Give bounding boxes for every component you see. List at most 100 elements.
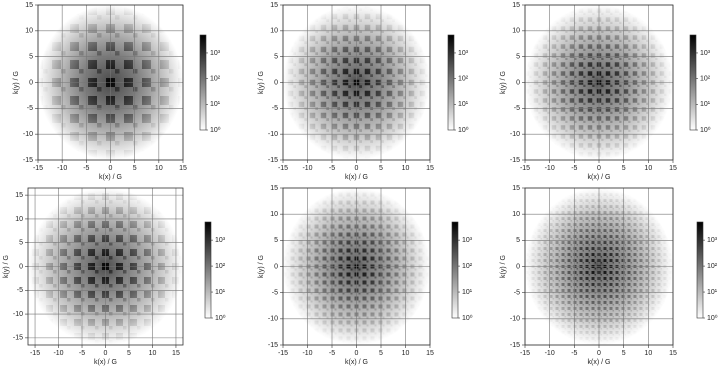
y-tick-label: 10 — [270, 211, 278, 218]
y-tick-label: -5 — [272, 290, 278, 297]
x-tick-label: -5 — [571, 350, 577, 357]
x-tick-label: 15 — [172, 350, 180, 357]
x-tick-label: -10 — [57, 165, 67, 172]
x-tick-label: 15 — [426, 350, 434, 357]
x-tick-label: 5 — [379, 350, 383, 357]
colorbar-tick-label: 10³ — [700, 50, 711, 57]
y-tick-label: -5 — [514, 290, 520, 297]
axes-frame — [37, 4, 184, 161]
y-axis-label: k(y) / G — [500, 255, 507, 278]
y-tick-label: 10 — [270, 28, 278, 35]
x-tick-label: 15 — [669, 350, 677, 357]
x-tick-label: 0 — [109, 165, 113, 172]
y-tick-label: 5 — [516, 54, 520, 61]
y-axis-label: k(y) / G — [3, 255, 10, 278]
colorbar-tick-label: 10² — [700, 75, 711, 82]
colorbar-tick-label: 10² — [462, 263, 473, 270]
y-tick-label: -5 — [27, 105, 33, 112]
colorbar — [199, 34, 207, 131]
x-tick-label: 0 — [597, 350, 601, 357]
x-tick-label: 15 — [179, 165, 187, 172]
y-tick-label: 5 — [29, 54, 33, 61]
colorbar-tick-label: 10³ — [707, 237, 718, 244]
y-tick-label: 5 — [274, 54, 278, 61]
panel: -15 -10 -5 0 5 10 15 -15 -10 -5 0 5 10 15 k(x) / G k(y)… — [13, 2, 221, 181]
y-tick-label: 15 — [270, 185, 278, 192]
y-tick-label: 15 — [25, 2, 33, 9]
y-tick-label: 0 — [516, 79, 520, 86]
y-tick-label: 10 — [512, 211, 520, 218]
y-tick-label: -5 — [17, 287, 23, 294]
axes-frame — [27, 187, 184, 346]
panel: -15 -10 -5 0 5 10 15 -15 -10 -5 0 5 10 15 k(x) / G k(y)… — [500, 2, 711, 181]
colorbar-tick-label: 10¹ — [215, 289, 226, 296]
y-tick-label: -15 — [268, 342, 278, 349]
x-tick-label: 0 — [597, 165, 601, 172]
y-tick-label: -10 — [510, 316, 520, 323]
x-tick-label: -10 — [545, 350, 555, 357]
y-tick-label: 0 — [516, 263, 520, 270]
y-tick-label: 5 — [274, 237, 278, 244]
colorbar-tick-label: 10³ — [458, 50, 469, 57]
colorbar — [689, 34, 697, 131]
x-axis-label: k(x) / G — [94, 359, 117, 366]
y-tick-label: -15 — [268, 157, 278, 164]
x-tick-label: 10 — [644, 350, 652, 357]
x-axis-label: k(x) / G — [588, 359, 611, 366]
y-tick-label: -10 — [268, 316, 278, 323]
y-tick-label: -10 — [23, 131, 33, 138]
x-tick-label: 5 — [133, 165, 137, 172]
y-tick-label: 10 — [25, 28, 33, 35]
axes-frame — [282, 4, 431, 161]
x-tick-label: 10 — [402, 350, 410, 357]
colorbar-tick-label: 10³ — [215, 237, 226, 244]
axes-frame — [282, 187, 431, 346]
y-tick-label: 0 — [274, 263, 278, 270]
panel: -15 -10 -5 0 5 10 15 -15 -10 -5 0 5 10 15 k(x) / G k(y)… — [258, 2, 469, 181]
x-tick-label: -15 — [30, 350, 40, 357]
x-tick-label: 10 — [644, 165, 652, 172]
x-tick-label: -15 — [278, 165, 288, 172]
x-axis-label: k(x) / G — [345, 359, 368, 366]
y-tick-label: 15 — [270, 2, 278, 9]
colorbar-tick-label: 10² — [458, 75, 469, 82]
y-tick-label: -10 — [268, 131, 278, 138]
x-tick-label: -10 — [545, 165, 555, 172]
panel: -15 -10 -5 0 5 10 15 -15 -10 -5 0 5 10 15 k(x) / G k(y)… — [258, 185, 473, 366]
colorbar-tick-label: 10¹ — [707, 289, 718, 296]
colorbar-tick-label: 10¹ — [458, 101, 469, 108]
y-tick-label: 10 — [512, 28, 520, 35]
y-tick-label: 0 — [19, 263, 23, 270]
x-tick-label: -10 — [302, 350, 312, 357]
x-tick-label: 10 — [155, 165, 163, 172]
colorbar-tick-label: 10⁰ — [700, 126, 711, 134]
y-tick-label: -15 — [13, 335, 23, 342]
colorbar-tick-label: 10⁰ — [462, 314, 473, 322]
x-tick-label: -15 — [33, 165, 43, 172]
y-tick-label: -15 — [23, 157, 33, 164]
y-tick-label: 0 — [29, 79, 33, 86]
x-tick-label: 15 — [426, 165, 434, 172]
x-tick-label: -10 — [302, 165, 312, 172]
x-tick-label: -5 — [571, 165, 577, 172]
panel: -15 -10 -5 0 5 10 15 -15 -10 -5 0 5 10 15 k(x) / G k(y)… — [3, 187, 226, 366]
x-axis-label: k(x) / G — [99, 174, 122, 181]
x-tick-label: -5 — [83, 165, 89, 172]
colorbar-tick-label: 10⁰ — [210, 126, 221, 134]
y-tick-label: -5 — [514, 105, 520, 112]
y-tick-label: -15 — [510, 157, 520, 164]
x-tick-label: -15 — [278, 350, 288, 357]
colorbar-tick-label: 10¹ — [700, 101, 711, 108]
colorbar-tick-label: 10² — [210, 75, 221, 82]
x-tick-label: 10 — [402, 165, 410, 172]
x-axis-label: k(x) / G — [588, 174, 611, 181]
y-tick-label: 10 — [15, 216, 23, 223]
colorbar-tick-label: 10¹ — [462, 289, 473, 296]
y-tick-label: 5 — [19, 240, 23, 247]
colorbar-tick-label: 10¹ — [210, 101, 221, 108]
x-tick-label: -5 — [79, 350, 85, 357]
axes-frame — [524, 4, 674, 161]
y-axis-label: k(y) / G — [258, 255, 265, 278]
x-tick-label: -15 — [520, 165, 530, 172]
